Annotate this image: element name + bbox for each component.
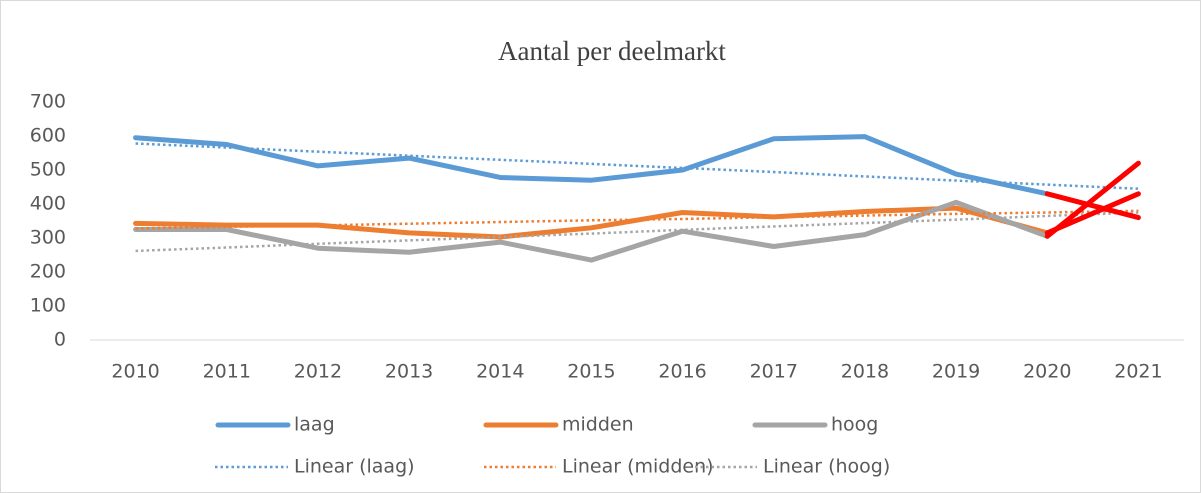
y-tick-label: 300 <box>30 227 66 249</box>
legend-label: hoog <box>831 414 878 436</box>
trend-line <box>135 209 1139 230</box>
x-tick-label: 2014 <box>476 361 524 383</box>
x-tick-label: 2017 <box>750 361 798 383</box>
y-tick-label: 200 <box>30 261 66 283</box>
x-tick-label: 2015 <box>567 361 615 383</box>
chart-title: Aantal per deelmarkt <box>498 36 726 66</box>
x-tick-label: 2016 <box>658 361 706 383</box>
x-tick-label: 2021 <box>1114 361 1162 383</box>
legend-label: Linear (laag) <box>294 456 415 478</box>
series-line <box>133 134 1050 197</box>
trend-line <box>135 211 1139 253</box>
forecast-segment <box>1044 191 1141 221</box>
legend-label: laag <box>294 414 335 436</box>
x-tick-label: 2018 <box>841 361 889 383</box>
x-tick-label: 2012 <box>294 361 342 383</box>
x-tick-label: 2020 <box>1023 361 1071 383</box>
x-tick-label: 2010 <box>111 361 159 383</box>
legend-label: Linear (hoog) <box>763 456 890 478</box>
x-tick-label: 2019 <box>932 361 980 383</box>
legend-label: midden <box>562 414 634 436</box>
y-tick-label: 400 <box>30 193 66 215</box>
y-tick-label: 600 <box>30 125 66 147</box>
y-tick-label: 100 <box>30 295 66 317</box>
legend-label: Linear (midden) <box>562 456 714 478</box>
y-tick-label: 700 <box>30 91 66 113</box>
forecast-segment <box>1044 160 1141 239</box>
x-tick-label: 2011 <box>203 361 251 383</box>
series-line <box>133 199 1050 263</box>
y-tick-label: 0 <box>54 329 66 351</box>
trend-line <box>135 142 1139 190</box>
x-tick-label: 2013 <box>385 361 433 383</box>
y-tick-label: 500 <box>30 159 66 181</box>
series-line <box>133 205 1050 240</box>
